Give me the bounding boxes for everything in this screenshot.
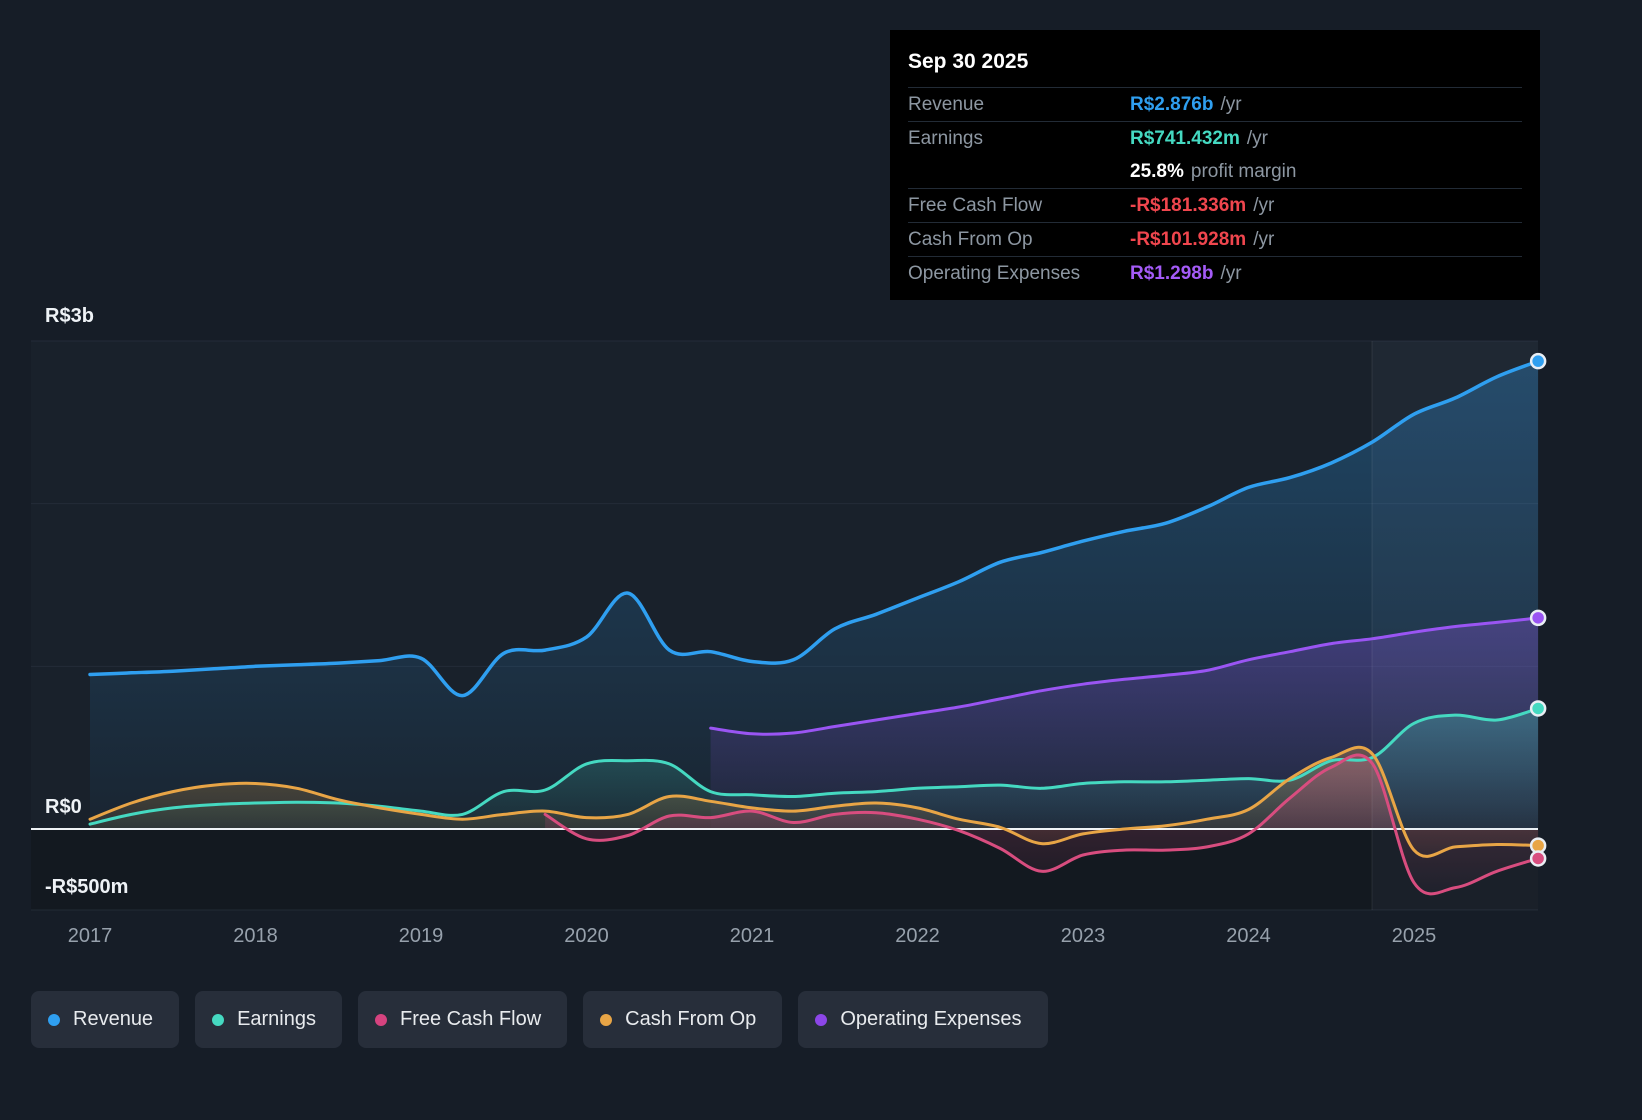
legend-item-operating-expenses[interactable]: Operating Expenses xyxy=(798,991,1048,1048)
tooltip-suffix: /yr xyxy=(1220,93,1242,115)
legend-item-cash-from-op[interactable]: Cash From Op xyxy=(583,991,783,1048)
tooltip-label: Cash From Op xyxy=(908,228,1033,250)
tooltip-label: Free Cash Flow xyxy=(908,194,1043,216)
legend-dot-icon xyxy=(815,1013,828,1026)
legend-label: Revenue xyxy=(73,1008,154,1030)
x-axis-label-2017: 2017 xyxy=(67,925,113,947)
y-axis-label-3b: R$3b xyxy=(45,305,94,327)
x-axis-label-2022: 2022 xyxy=(895,925,940,947)
tooltip-suffix: /yr xyxy=(1220,262,1242,284)
legend-label: Free Cash Flow xyxy=(400,1008,542,1030)
y-axis-label-neg500m: -R$500m xyxy=(45,876,129,898)
tooltip-suffix: /yr xyxy=(1246,127,1268,149)
x-axis-label-2024: 2024 xyxy=(1226,925,1271,947)
tooltip-label: Revenue xyxy=(908,93,985,115)
tooltip-value: R$741.432m xyxy=(1130,127,1240,149)
tooltip-suffix: profit margin xyxy=(1190,160,1297,182)
tooltip-row-profit-margin: 25.8% profit margin xyxy=(908,155,1522,189)
tooltip-row-operating-expenses: Operating Expenses R$1.298b/yr xyxy=(908,257,1522,290)
tooltip-row-earnings: Earnings R$741.432m/yr xyxy=(908,122,1522,155)
y-axis-label-0: R$0 xyxy=(45,796,82,818)
chart-tooltip: Sep 30 2025 Revenue R$2.876b/yr Earnings… xyxy=(890,30,1540,300)
legend-dot-icon xyxy=(600,1013,613,1026)
tooltip-row-free-cash-flow: Free Cash Flow -R$181.336m/yr xyxy=(908,189,1522,223)
tooltip-value: R$1.298b xyxy=(1130,262,1214,284)
tooltip-label: Operating Expenses xyxy=(908,262,1081,284)
tooltip-suffix: /yr xyxy=(1253,228,1275,250)
tooltip-value: R$2.876b xyxy=(1130,93,1214,115)
tooltip-label: Earnings xyxy=(908,127,983,149)
tooltip-row-cash-from-op: Cash From Op -R$101.928m/yr xyxy=(908,223,1522,257)
legend-dot-icon xyxy=(48,1013,60,1026)
x-axis-label-2021: 2021 xyxy=(729,925,775,947)
x-axis-label-2025: 2025 xyxy=(1391,925,1437,947)
x-axis-label-2020: 2020 xyxy=(564,925,609,947)
legend-label: Operating Expenses xyxy=(840,1008,1022,1030)
tooltip-value: -R$101.928m xyxy=(1130,228,1247,250)
legend-label: Earnings xyxy=(237,1008,316,1030)
legend-item-earnings[interactable]: Earnings xyxy=(195,991,342,1048)
x-axis-label-2018: 2018 xyxy=(233,925,278,947)
tooltip-value: 25.8% xyxy=(1130,160,1184,182)
x-axis-label-2023: 2023 xyxy=(1060,925,1106,947)
x-axis-label-2019: 2019 xyxy=(398,925,444,947)
legend-item-free-cash-flow[interactable]: Free Cash Flow xyxy=(358,991,568,1048)
chart-legend: Revenue Earnings Free Cash Flow Cash From O… xyxy=(31,991,1048,1048)
tooltip-row-revenue: Revenue R$2.876b/yr xyxy=(908,88,1522,122)
legend-dot-icon xyxy=(212,1013,225,1026)
legend-item-revenue[interactable]: Revenue xyxy=(31,991,180,1048)
tooltip-date: Sep 30 2025 xyxy=(908,44,1522,88)
tooltip-suffix: /yr xyxy=(1253,194,1275,216)
legend-label: Cash From Op xyxy=(625,1008,757,1030)
legend-dot-icon xyxy=(375,1013,387,1026)
tooltip-value: -R$181.336m xyxy=(1130,194,1247,216)
